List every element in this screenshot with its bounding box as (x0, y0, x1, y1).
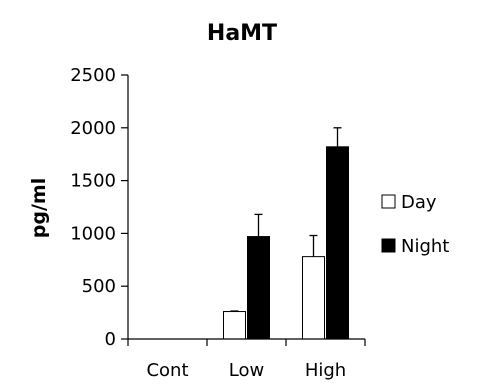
legend: Day Night (381, 192, 449, 257)
y-tick-label: 500 (82, 276, 116, 297)
legend-label-night: Night (401, 236, 449, 257)
legend-label-day: Day (401, 192, 437, 213)
legend-swatch-day (381, 194, 396, 209)
y-tick-label: 2000 (70, 118, 116, 139)
y-tick-label: 1000 (70, 223, 116, 244)
legend-swatch-night (381, 238, 396, 253)
bar-night-high (326, 146, 349, 340)
y-axis-ticks: 0 500 1000 1500 2000 2500 (70, 65, 128, 350)
chart-title: HaMT (207, 21, 277, 46)
x-tick-label: High (305, 360, 346, 381)
x-tick-label: Low (229, 360, 264, 381)
y-tick-label: 2500 (70, 65, 116, 86)
bars (223, 127, 349, 340)
bar-day-high (302, 256, 325, 340)
x-tick-label: Cont (146, 360, 188, 381)
y-tick-label: 1500 (70, 171, 116, 192)
bar-day-low (223, 311, 246, 340)
y-tick-label: 0 (105, 329, 116, 350)
category-labels: Cont Low High (146, 360, 346, 381)
y-axis-label: pg/ml (28, 178, 50, 238)
axes (127, 75, 366, 346)
bar-night-low (247, 236, 270, 340)
